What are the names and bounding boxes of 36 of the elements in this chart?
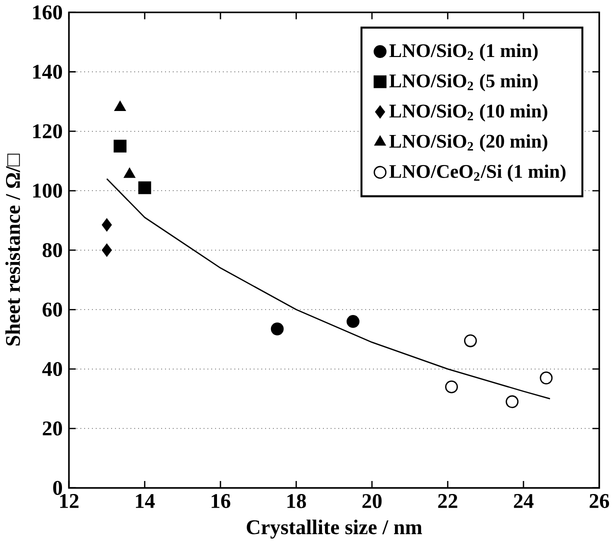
point: [102, 244, 112, 257]
y-tick-label: 60: [42, 302, 62, 317]
point: [464, 334, 477, 348]
legend-label: LNO/SiO$_{2}$ (10 min): [389, 104, 548, 122]
x-tick-label: 16: [212, 494, 230, 508]
point: [540, 372, 553, 384]
point: [114, 140, 127, 153]
point: [102, 218, 112, 232]
x-tick-label: 22: [438, 494, 458, 508]
x-tick-label: 18: [287, 494, 306, 508]
x-tick-label: 26: [590, 494, 610, 508]
y-tick-label: 40: [42, 362, 62, 376]
legend-label: LNO/SiO$_{2}$ (5 min): [389, 74, 538, 92]
point: [138, 181, 152, 194]
x-axis-title: Crystallite size / nm: [246, 520, 422, 539]
x-tick-label: 24: [514, 494, 534, 508]
x-tick-label: 14: [136, 494, 155, 508]
y-tick-label: 120: [33, 124, 62, 138]
legend-label: LNO/CeO$_{2}$/Si (1 min): [389, 164, 566, 182]
y-tick-label: 20: [42, 421, 62, 436]
point: [270, 322, 284, 336]
point: [445, 380, 458, 394]
point: [124, 168, 136, 178]
legend-label: LNO/SiO$_{2}$ (20 min): [389, 134, 548, 152]
y-tick-label: 100: [33, 184, 62, 198]
y-tick-label: 140: [33, 64, 62, 79]
point: [114, 101, 126, 112]
y-tick-label: 160: [33, 5, 62, 20]
point: [346, 315, 360, 328]
point: [506, 395, 519, 408]
y-axis-title: Sheet resistance / Ω/□: [5, 154, 20, 346]
legend-label: LNO/SiO$_{2}$ (1 min): [389, 44, 538, 62]
y-tick-label: 80: [42, 243, 62, 258]
x-tick-label: 20: [362, 494, 382, 508]
x-tick-label: 12: [60, 494, 78, 508]
y-tick-label: 0: [53, 480, 62, 495]
